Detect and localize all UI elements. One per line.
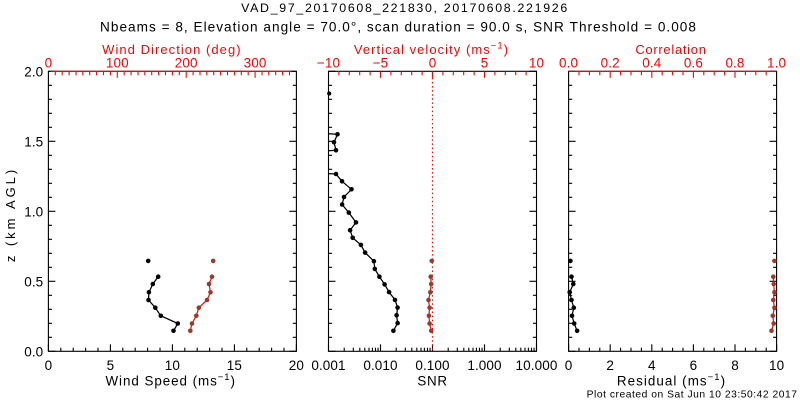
svg-text:0.100: 0.100: [415, 358, 449, 373]
svg-text:Wind Speed (ms−1): Wind Speed (ms−1): [105, 372, 235, 389]
svg-text:Nbeams = 8, Elevation angle =: Nbeams = 8, Elevation angle = 70.0°, sca…: [100, 20, 697, 35]
svg-text:0: 0: [429, 56, 437, 71]
svg-text:4: 4: [648, 358, 656, 373]
svg-text:−10: −10: [317, 56, 340, 71]
svg-text:VAD_97_20170608_221830, 201706: VAD_97_20170608_221830, 20170608.221926: [241, 1, 569, 15]
svg-text:5: 5: [481, 56, 489, 71]
svg-text:0.0: 0.0: [24, 345, 43, 360]
svg-text:2: 2: [606, 358, 614, 373]
svg-text:2.0: 2.0: [24, 65, 43, 80]
svg-text:1.0: 1.0: [767, 56, 786, 71]
svg-text:5: 5: [107, 358, 115, 373]
svg-text:0: 0: [565, 358, 573, 373]
svg-text:300: 300: [244, 56, 267, 71]
svg-text:100: 100: [106, 56, 129, 71]
svg-text:6: 6: [690, 358, 698, 373]
svg-text:10.000: 10.000: [516, 358, 558, 373]
svg-text:200: 200: [175, 56, 198, 71]
svg-text:Plot created on Sat Jun 10 23:: Plot created on Sat Jun 10 23:50:42 2017: [587, 389, 798, 400]
svg-text:z (km AGL): z (km AGL): [3, 167, 18, 262]
svg-text:1.0: 1.0: [24, 205, 43, 220]
svg-text:10: 10: [529, 56, 544, 71]
svg-text:0.001: 0.001: [311, 358, 345, 373]
svg-text:20: 20: [289, 358, 304, 373]
svg-text:0.0: 0.0: [559, 56, 578, 71]
svg-text:0.5: 0.5: [24, 275, 43, 290]
svg-text:Correlation: Correlation: [635, 42, 706, 57]
svg-text:0.2: 0.2: [601, 56, 620, 71]
svg-text:10: 10: [769, 358, 784, 373]
svg-text:Wind Direction (deg): Wind Direction (deg): [102, 42, 242, 57]
svg-text:Vertical velocity (ms−1): Vertical velocity (ms−1): [354, 40, 509, 57]
svg-text:0.8: 0.8: [725, 56, 744, 71]
svg-text:1.000: 1.000: [467, 358, 501, 373]
svg-text:Residual (ms−1): Residual (ms−1): [617, 372, 726, 389]
svg-text:0: 0: [45, 358, 53, 373]
svg-text:−5: −5: [373, 56, 389, 71]
svg-text:SNR: SNR: [417, 373, 447, 388]
svg-text:0: 0: [45, 56, 53, 71]
svg-text:15: 15: [227, 358, 242, 373]
svg-text:0.6: 0.6: [684, 56, 703, 71]
svg-text:8: 8: [731, 358, 739, 373]
svg-text:1.5: 1.5: [24, 135, 43, 150]
svg-text:10: 10: [165, 358, 180, 373]
svg-text:0.010: 0.010: [363, 358, 397, 373]
svg-text:0.4: 0.4: [642, 56, 661, 71]
